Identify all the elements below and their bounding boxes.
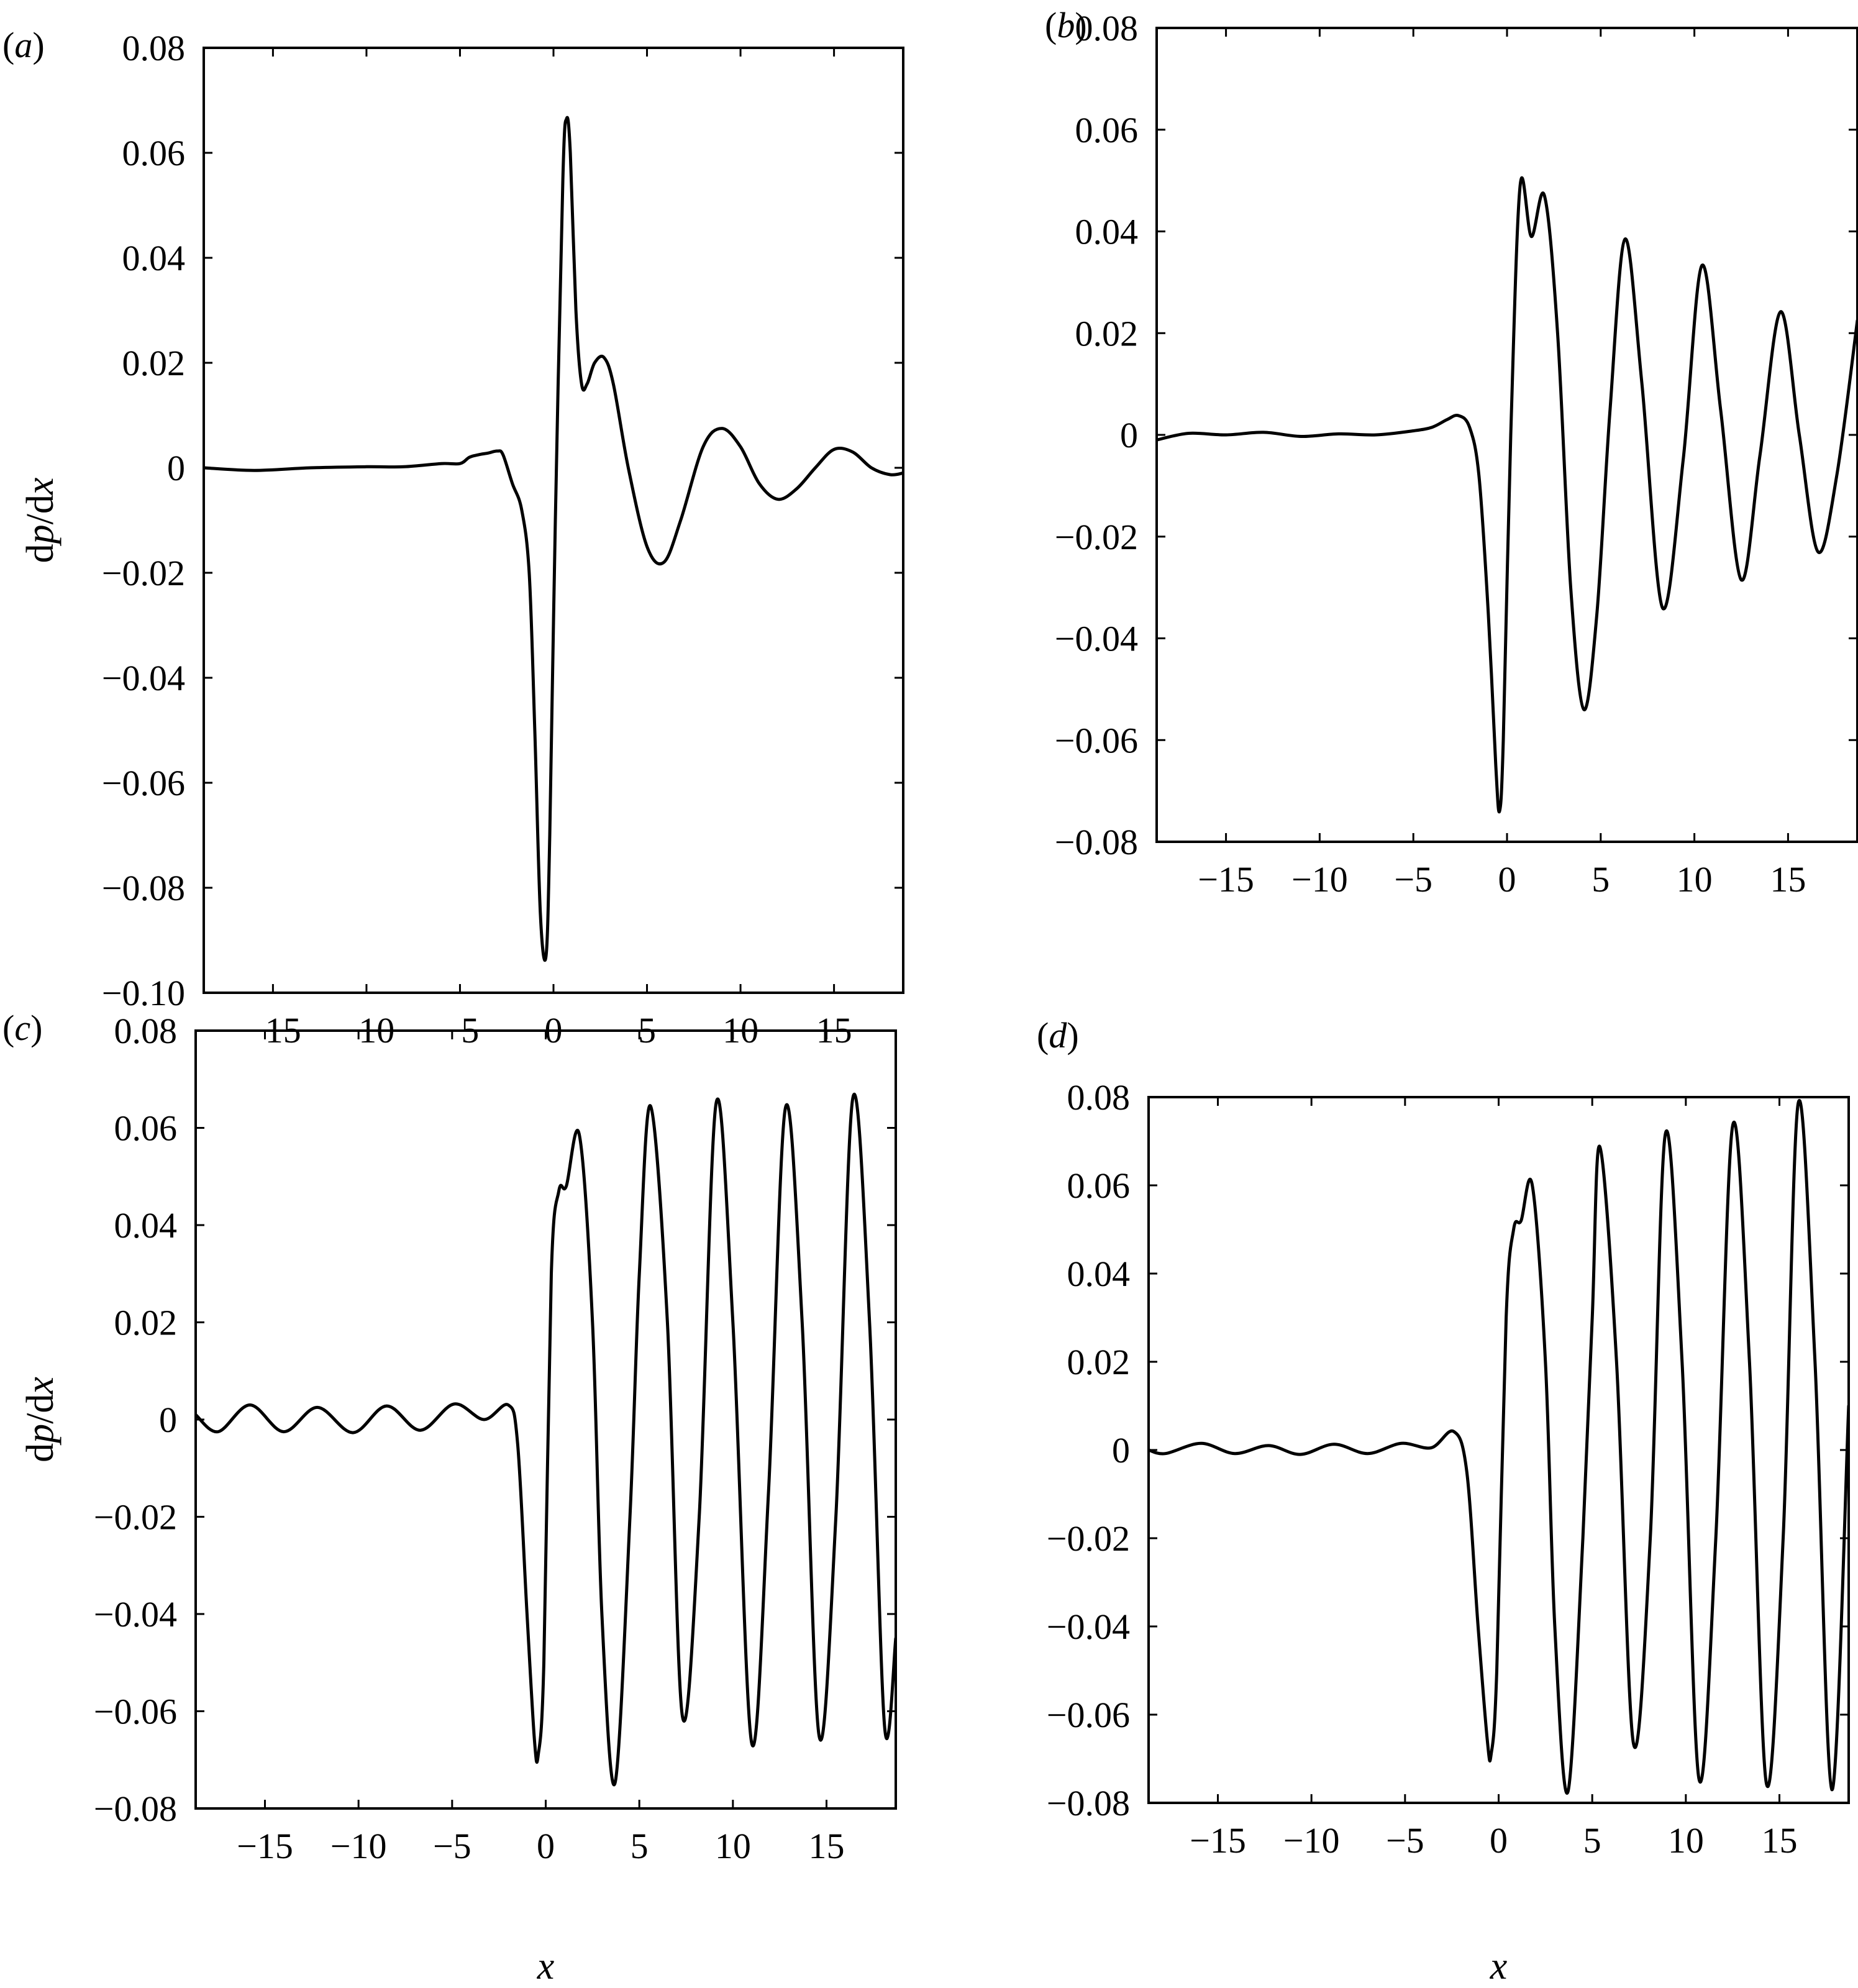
- y-tick-label: −0.02: [102, 553, 185, 593]
- x-tick-label: −5: [1386, 1820, 1424, 1861]
- y-tick-label: 0: [159, 1400, 177, 1440]
- y-tick-label: 0: [1120, 415, 1138, 455]
- y-tick-label: −0.08: [102, 868, 185, 908]
- x-tick-label: 0: [1498, 859, 1516, 900]
- x-axis-title: x: [1490, 1945, 1508, 1987]
- x-tick-label: 5: [631, 1826, 649, 1866]
- y-tick-label: 0.02: [1075, 313, 1139, 353]
- y-tick-label: −0.06: [102, 763, 185, 803]
- y-tick-label: −0.08: [1055, 822, 1138, 862]
- x-tick-label: 10: [1677, 859, 1713, 900]
- panel-label: (d): [1037, 1015, 1079, 1056]
- plot-frame: [1155, 27, 1858, 843]
- y-tick-label: 0.04: [122, 238, 186, 278]
- x-tick-label: −10: [1291, 859, 1348, 900]
- x-tick-label: −10: [1283, 1820, 1340, 1861]
- y-tick-label: −0.06: [94, 1692, 177, 1732]
- y-tick-label: 0: [167, 448, 185, 488]
- y-tick-label: −0.02: [1047, 1518, 1130, 1559]
- panel-label: (c): [2, 1008, 42, 1048]
- data-curve: [1149, 1098, 1849, 1795]
- y-tick-label: −0.06: [1047, 1695, 1130, 1735]
- y-tick-label: 0.04: [1075, 212, 1139, 252]
- x-tick-label: 0: [1490, 1820, 1508, 1861]
- data-curve: [1157, 176, 1857, 814]
- data-curve: [204, 116, 903, 962]
- x-tick-label: 15: [1762, 1820, 1798, 1861]
- y-tick-label: 0.04: [1067, 1254, 1131, 1294]
- y-tick-label: 0.02: [114, 1303, 178, 1343]
- x-tick-label: 10: [715, 1826, 751, 1866]
- x-tick-label: −10: [330, 1826, 387, 1866]
- y-tick-label: 0.02: [122, 343, 186, 383]
- y-tick-label: 0.08: [1075, 8, 1139, 48]
- x-tick-label: 0: [537, 1826, 555, 1866]
- y-tick-label: −0.04: [94, 1594, 177, 1635]
- y-tick-label: −0.04: [1055, 619, 1138, 659]
- panel-d: −15 −10 −5 0 5 10 15 0.08 0.06 0.04 0.02 0 −0.02 −0.0…: [1037, 1015, 1850, 1987]
- x-tick-label: −5: [433, 1826, 471, 1866]
- x-tick-label: −15: [1190, 1820, 1246, 1861]
- y-tick-label: 0.08: [114, 1011, 178, 1051]
- y-tick-label: −0.10: [102, 973, 185, 1013]
- x-tick-label: −15: [237, 1826, 293, 1866]
- y-tick-label: −0.08: [1047, 1783, 1130, 1823]
- y-tick-label: 0.06: [1067, 1165, 1131, 1206]
- y-tick-label: −0.04: [1047, 1607, 1130, 1647]
- x-tick-label: 15: [1770, 859, 1806, 900]
- x-tick-label: −5: [1394, 859, 1432, 900]
- y-tick-label: 0.06: [122, 133, 186, 173]
- x-tick-label: 5: [1592, 859, 1610, 900]
- x-tick-label: 5: [1583, 1820, 1601, 1861]
- x-tick-label: −15: [1198, 859, 1254, 900]
- y-tick-label: 0.06: [1075, 110, 1139, 150]
- y-tick-label: 0.06: [114, 1108, 178, 1149]
- y-tick-label: 0: [1112, 1430, 1130, 1470]
- y-tick-label: −0.04: [102, 658, 185, 698]
- y-axis-title: dp/dx: [19, 477, 61, 563]
- y-tick-label: −0.06: [1055, 720, 1138, 760]
- y-tick-label: −0.08: [94, 1789, 177, 1829]
- y-tick-label: −0.02: [94, 1497, 177, 1538]
- y-axis-title: dp/dx: [19, 1377, 61, 1462]
- y-tick-label: −0.02: [1055, 517, 1138, 557]
- plot-frame: [203, 47, 904, 994]
- panel-b: −15 −10 −5 0 5 10 15 0.08 0.06 0.04 0.02 0 −0.02 −0.0…: [1045, 5, 1858, 900]
- y-tick-label: 0.08: [122, 28, 186, 68]
- x-tick-label: 15: [809, 1826, 845, 1866]
- panel-a: −15 −10 −5 0 5 10 150.080.060.040.020−0.02−0.0…: [2, 25, 904, 1051]
- panel-label: (b): [1045, 5, 1087, 45]
- panel-c: −15 −10 −5 0 5 10 15 0.08 0.06 0.04 0.02 0 −0.02 −0.0…: [2, 1008, 897, 1987]
- data-curve: [196, 1092, 896, 1787]
- y-tick-label: 0.02: [1067, 1342, 1131, 1382]
- y-tick-label: 0.08: [1067, 1077, 1131, 1118]
- x-tick-label: 10: [1668, 1820, 1704, 1861]
- y-tick-label: 0.04: [114, 1205, 178, 1246]
- x-axis-title: x: [537, 1945, 555, 1987]
- panel-label: (a): [2, 25, 45, 65]
